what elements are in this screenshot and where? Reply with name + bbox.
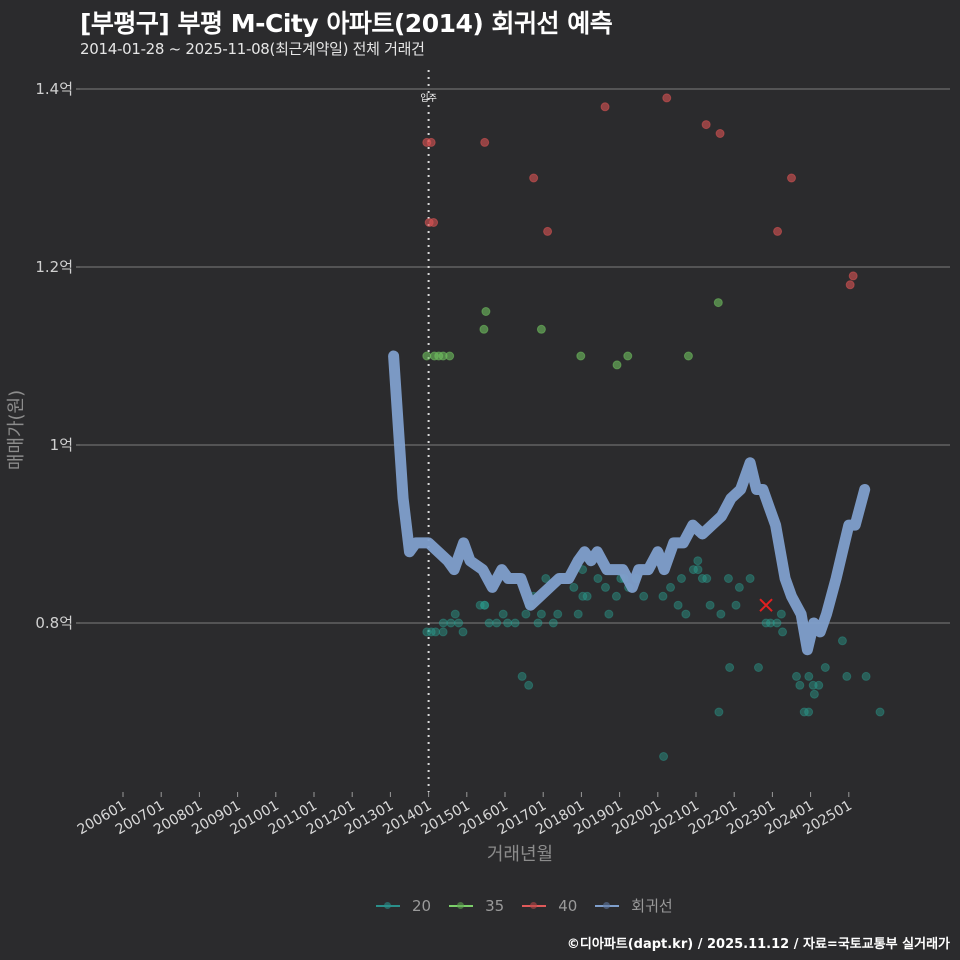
- svg-text:입주: 입주: [420, 92, 437, 104]
- legend-35-icon: [449, 900, 474, 912]
- legend-label-20: 20: [412, 896, 432, 915]
- y-axis-ticks: 1.4억 1.2억 1억 0.8억: [35, 80, 80, 632]
- legend-label-40: 40: [558, 896, 578, 915]
- highlight-x-marker: [759, 598, 773, 612]
- legend: 20 35 40 회귀선: [376, 895, 691, 916]
- legend-label-regression: 회귀선: [631, 897, 673, 915]
- chart-subtitle: 2014-01-28 ~ 2025-11-08(최근계약일) 전체 거래건: [80, 40, 425, 58]
- legend-20-icon: [376, 900, 400, 912]
- series-35-points: [422, 298, 723, 370]
- x-axis-ticks: 2006012007012008012009012010012011012012…: [75, 792, 855, 838]
- chart-title: [부평구] 부평 M-City 아파트(2014) 회귀선 예측: [80, 9, 613, 38]
- legend-regression-icon: [595, 900, 620, 912]
- legend-item-20: 20: [376, 897, 431, 915]
- series-40-points: [422, 93, 858, 290]
- y-axis-title: 매매가(원): [6, 390, 27, 470]
- svg-text:1.4억: 1.4억: [35, 80, 73, 98]
- legend-item-35: 35: [449, 897, 504, 915]
- legend-label-35: 35: [485, 896, 505, 915]
- source-credit: ©디아파트(dapt.kr) / 2025.11.12 / 자료=국토교통부 실…: [566, 937, 950, 952]
- legend-40-icon: [522, 900, 547, 912]
- svg-text:0.8억: 0.8억: [35, 614, 73, 632]
- legend-item-regression: 회귀선: [595, 895, 673, 916]
- svg-text:1.2억: 1.2억: [35, 258, 73, 276]
- y-gridlines: [80, 88, 950, 624]
- x-axis-title: 거래년월: [487, 844, 553, 865]
- svg-text:1억: 1억: [50, 436, 73, 454]
- regression-line: [388, 350, 871, 656]
- move-in-vline: 입주: [420, 70, 437, 792]
- legend-item-40: 40: [522, 897, 577, 915]
